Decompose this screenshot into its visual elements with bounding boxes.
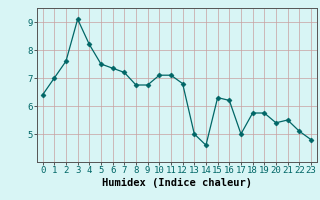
X-axis label: Humidex (Indice chaleur): Humidex (Indice chaleur) — [102, 178, 252, 188]
